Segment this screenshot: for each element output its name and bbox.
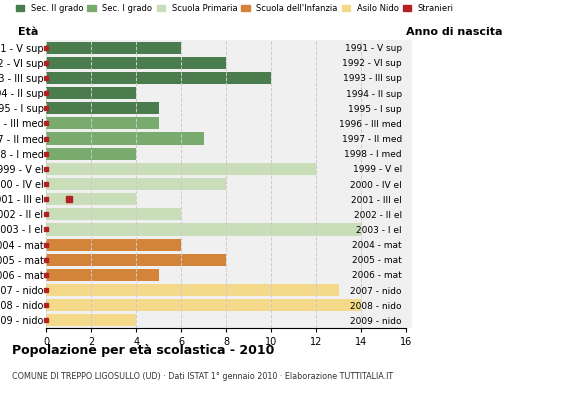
Bar	[46, 117, 159, 130]
Bar	[46, 163, 316, 175]
Bar	[46, 284, 339, 296]
Bar	[46, 132, 204, 144]
Bar	[46, 299, 361, 311]
Bar	[46, 72, 271, 84]
Text: COMUNE DI TREPPO LIGOSULLO (UD) · Dati ISTAT 1° gennaio 2010 · Elaborazione TUTT: COMUNE DI TREPPO LIGOSULLO (UD) · Dati I…	[12, 372, 393, 381]
Bar	[46, 208, 182, 220]
Bar	[46, 238, 182, 251]
Bar	[46, 102, 159, 114]
Bar	[46, 42, 182, 54]
Text: Popolazione per età scolastica - 2010: Popolazione per età scolastica - 2010	[12, 344, 274, 357]
Text: Anno di nascita: Anno di nascita	[406, 27, 502, 37]
Text: Età: Età	[17, 27, 38, 37]
Bar	[46, 57, 226, 69]
Bar	[46, 193, 136, 205]
Bar	[46, 87, 136, 99]
Bar	[46, 148, 136, 160]
Bar	[46, 254, 226, 266]
Legend: Sec. II grado, Sec. I grado, Scuola Primaria, Scuola dell'Infanzia, Asilo Nido, : Sec. II grado, Sec. I grado, Scuola Prim…	[16, 4, 454, 13]
Bar	[46, 314, 136, 326]
Bar	[46, 178, 226, 190]
Bar	[46, 224, 361, 236]
Bar	[46, 269, 159, 281]
